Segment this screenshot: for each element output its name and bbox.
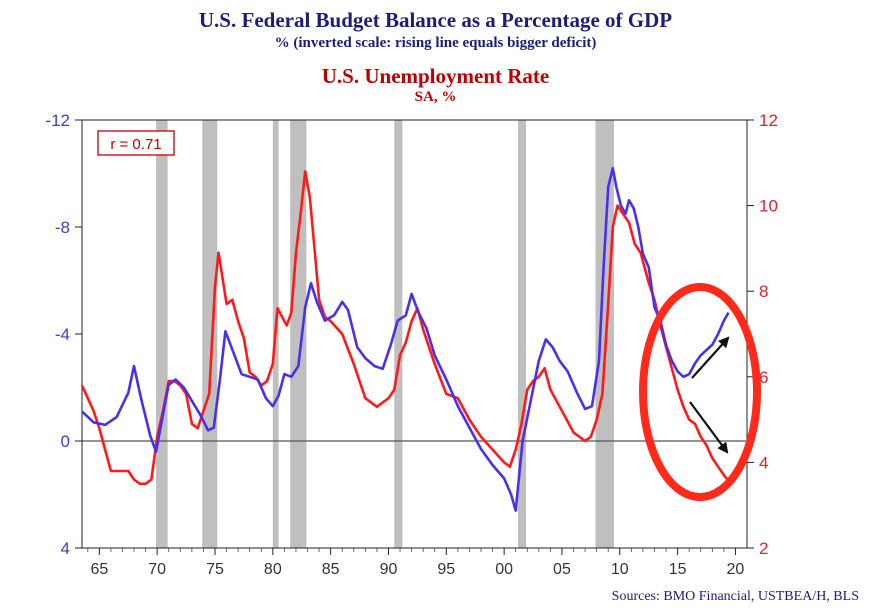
x-tick-label: 05 bbox=[553, 561, 571, 578]
second-series-title: U.S. Unemployment Rate bbox=[321, 64, 550, 88]
x-tick-label: 65 bbox=[90, 561, 108, 578]
chart-subtitle: % (inverted scale: rising line equals bi… bbox=[274, 35, 597, 51]
left-tick-label: -4 bbox=[55, 325, 70, 344]
down-arrow bbox=[689, 401, 729, 454]
x-tick-label: 00 bbox=[495, 561, 513, 578]
plot-frame bbox=[81, 119, 748, 549]
annotations bbox=[639, 283, 761, 501]
x-tick-label: 90 bbox=[380, 561, 398, 578]
correlation-label: r = 0.71 bbox=[110, 136, 161, 153]
source-note: Sources: BMO Financial, USTBEA/H, BLS bbox=[611, 589, 859, 604]
x-tick-label: 75 bbox=[206, 561, 224, 578]
recession-band bbox=[518, 120, 527, 548]
right-tick-label: 10 bbox=[759, 197, 778, 216]
x-tick-label: 85 bbox=[322, 561, 340, 578]
right-tick-label: 4 bbox=[759, 453, 768, 472]
left-tick-label: 0 bbox=[61, 432, 70, 451]
series-lines bbox=[80, 166, 730, 512]
x-tick-label: 70 bbox=[148, 561, 166, 578]
recession-band bbox=[394, 120, 403, 548]
x-tick-label: 20 bbox=[727, 561, 745, 578]
up-arrow bbox=[691, 336, 730, 379]
left-tick-label: 4 bbox=[61, 539, 70, 558]
budget-line bbox=[81, 166, 730, 512]
right-tick-label: 12 bbox=[759, 111, 778, 130]
x-tick-label: 80 bbox=[264, 561, 282, 578]
left-tick-label: -8 bbox=[55, 218, 70, 237]
right-tick-label: 8 bbox=[759, 282, 768, 301]
left-tick-label: -12 bbox=[45, 111, 70, 130]
axis-ticks: -12 -8 -4 0 4 12 10 8 6 4 2 65 70 75 80 85 90 95 00 05 10 15 2… bbox=[45, 111, 778, 578]
x-tick-label: 15 bbox=[669, 561, 687, 578]
recession-band bbox=[202, 120, 218, 548]
right-tick-label: 6 bbox=[759, 368, 768, 387]
second-series-subtitle: SA, % bbox=[414, 89, 457, 105]
highlight-circle bbox=[639, 283, 761, 501]
x-tick-label: 95 bbox=[437, 561, 455, 578]
unemployment-line bbox=[80, 170, 729, 486]
chart-title: U.S. Federal Budget Balance as a Percent… bbox=[198, 8, 673, 32]
recession-band bbox=[595, 120, 614, 548]
recession-band bbox=[156, 120, 168, 548]
right-tick-label: 2 bbox=[759, 539, 768, 558]
x-tick-label: 10 bbox=[611, 561, 629, 578]
correlation-box bbox=[97, 130, 175, 156]
